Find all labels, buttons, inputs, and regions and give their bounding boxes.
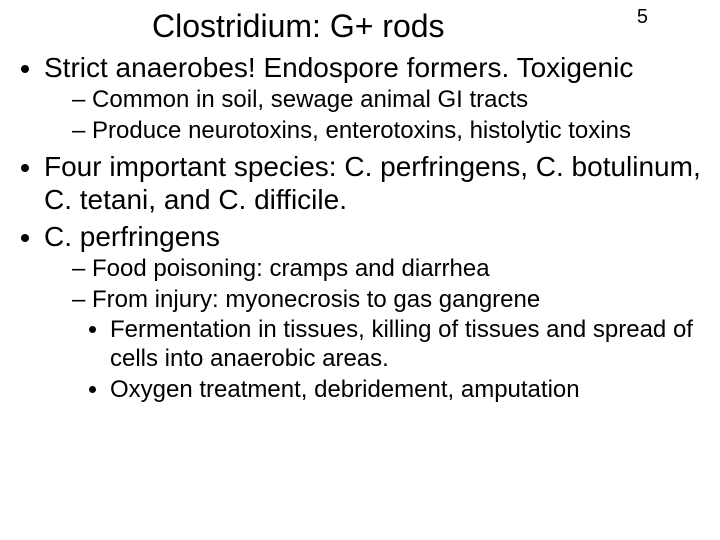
slide: 5 Clostridium: G+ rods Strict anaerobes!… (0, 0, 720, 540)
list-item: Fermentation in tissues, killing of tiss… (110, 316, 708, 374)
list-item: C. perfringens Food poisoning: cramps an… (44, 220, 708, 405)
list-item: Oxygen treatment, debridement, amputatio… (110, 376, 708, 405)
bullet-text: Strict anaerobes! Endospore formers. Tox… (44, 52, 633, 83)
list-item: Food poisoning: cramps and diarrhea (72, 255, 708, 284)
sub-list: Food poisoning: cramps and diarrhea From… (44, 255, 708, 405)
slide-title: Clostridium: G+ rods (152, 8, 708, 45)
bullet-list: Strict anaerobes! Endospore formers. Tox… (12, 51, 708, 405)
bullet-text: Four important species: C. perfringens, … (44, 151, 701, 215)
bullet-text: C. perfringens (44, 221, 220, 252)
list-item: Produce neurotoxins, enterotoxins, histo… (72, 117, 708, 146)
list-item: Four important species: C. perfringens, … (44, 150, 708, 216)
page-number: 5 (637, 6, 648, 29)
sub-list: Common in soil, sewage animal GI tracts … (44, 86, 708, 146)
bullet-text: Common in soil, sewage animal GI tracts (92, 86, 528, 113)
bullet-text: Oxygen treatment, debridement, amputatio… (110, 376, 580, 403)
sub-sub-list: Fermentation in tissues, killing of tiss… (72, 316, 708, 404)
bullet-text: Fermentation in tissues, killing of tiss… (110, 316, 693, 372)
list-item: From injury: myonecrosis to gas gangrene… (72, 286, 708, 405)
bullet-text: Produce neurotoxins, enterotoxins, histo… (92, 117, 631, 144)
list-item: Strict anaerobes! Endospore formers. Tox… (44, 51, 708, 146)
list-item: Common in soil, sewage animal GI tracts (72, 86, 708, 115)
bullet-text: Food poisoning: cramps and diarrhea (92, 255, 490, 282)
bullet-text: From injury: myonecrosis to gas gangrene (92, 286, 540, 313)
